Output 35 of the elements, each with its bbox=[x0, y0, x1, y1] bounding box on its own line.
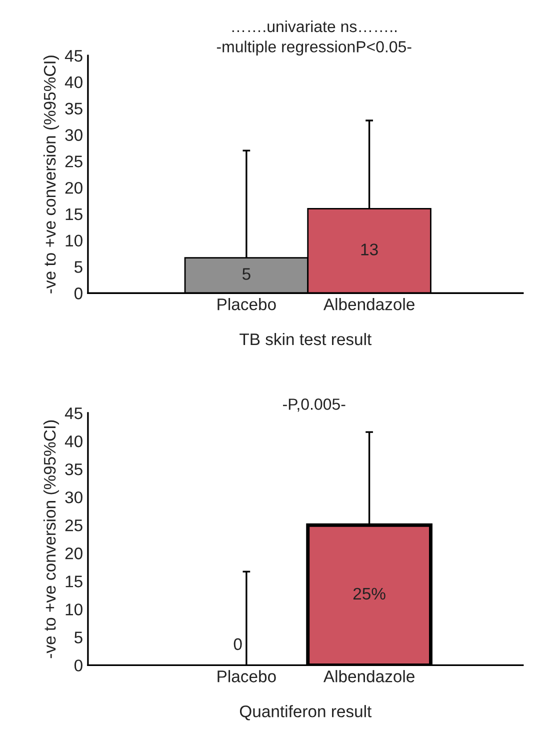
x-tick-label: Placebo bbox=[218, 670, 276, 682]
y-tick-label: 0 bbox=[74, 288, 82, 300]
y-tick-label: 15 bbox=[66, 208, 82, 220]
y-tick-label: 0 bbox=[74, 660, 82, 672]
y-tick-label: 20 bbox=[65, 182, 82, 194]
chart-title: …….univariate ns…….. bbox=[232, 20, 397, 32]
y-tick-label: 10 bbox=[66, 234, 82, 247]
y-tick-label: 5 bbox=[74, 261, 82, 273]
x-tick-label: Albendazole bbox=[323, 670, 414, 682]
y-tick-label: 40 bbox=[64, 435, 82, 448]
y-axis-title: -ve to +ve conversion (%95%CI) bbox=[43, 56, 59, 294]
y-tick-label: 10 bbox=[66, 604, 82, 616]
x-axis-title: TB skin test result bbox=[240, 332, 372, 346]
y-tick-label: 25 bbox=[65, 520, 82, 532]
y-tick-label: 35 bbox=[65, 463, 82, 476]
x-tick-label: Albendazole bbox=[323, 298, 414, 310]
y-axis-title: -ve to +ve conversion (%95%CI) bbox=[43, 420, 59, 658]
annotation: 13 bbox=[361, 244, 378, 256]
y-tick-label: 5 bbox=[74, 632, 82, 644]
y-tick-label: 30 bbox=[65, 491, 82, 504]
y-tick-label: 15 bbox=[66, 576, 82, 588]
x-tick-label: Placebo bbox=[218, 298, 276, 310]
annotation: 5 bbox=[242, 268, 250, 280]
y-tick-label: 40 bbox=[64, 76, 82, 88]
y-tick-label: 25 bbox=[65, 156, 82, 168]
y-tick-label: 20 bbox=[65, 548, 82, 560]
x-axis-title: Quantiferon result bbox=[240, 705, 372, 720]
y-tick-label: 30 bbox=[65, 129, 82, 141]
chart-subtitle: -multiple regressionP<0.05- bbox=[216, 40, 412, 56]
y-tick-label: 35 bbox=[65, 102, 82, 115]
y-tick-label: 45 bbox=[64, 408, 82, 420]
y-tick-label: 45 bbox=[64, 50, 82, 62]
data-label: 25% bbox=[353, 588, 386, 600]
data-label: 0 bbox=[234, 638, 242, 650]
chart-title: -P,0.005- bbox=[283, 398, 346, 412]
